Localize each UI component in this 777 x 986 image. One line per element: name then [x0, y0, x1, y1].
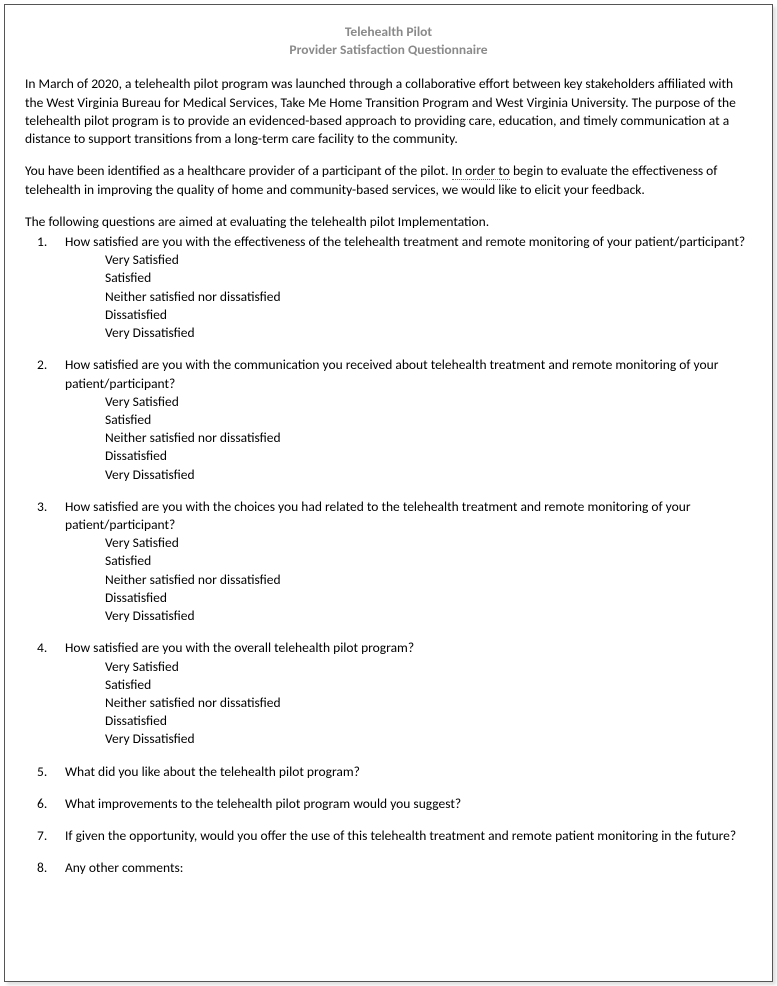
question-item: How satisfied are you with the effective…: [65, 233, 752, 342]
option-item: Neither satisfied nor dissatisfied: [105, 571, 752, 589]
document-page: Telehealth Pilot Provider Satisfaction Q…: [4, 4, 773, 982]
header-subtitle: Provider Satisfaction Questionnaire: [25, 41, 752, 59]
question-item: How satisfied are you with the communica…: [65, 356, 752, 484]
option-item: Very Dissatisfied: [105, 607, 752, 625]
option-item: Satisfied: [105, 676, 752, 694]
option-item: Neither satisfied nor dissatisfied: [105, 288, 752, 306]
p2-part-b-underlined: In order to: [452, 162, 510, 180]
question-text: Any other comments:: [65, 859, 752, 877]
question-item: What did you like about the telehealth p…: [65, 763, 752, 781]
question-item: If given the opportunity, would you offe…: [65, 827, 752, 845]
option-item: Very Dissatisfied: [105, 730, 752, 748]
header-title: Telehealth Pilot: [25, 23, 752, 41]
option-item: Satisfied: [105, 411, 752, 429]
question-item: How satisfied are you with the overall t…: [65, 639, 752, 748]
option-item: Dissatisfied: [105, 447, 752, 465]
question-text: How satisfied are you with the overall t…: [65, 639, 752, 657]
p2-part-a: You have been identified as a healthcare…: [25, 162, 452, 179]
option-item: Very Satisfied: [105, 658, 752, 676]
option-item: Very Satisfied: [105, 251, 752, 269]
questions-intro: The following questions are aimed at eva…: [25, 213, 752, 231]
question-item: How satisfied are you with the choices y…: [65, 498, 752, 626]
question-options: Very SatisfiedSatisfiedNeither satisfied…: [105, 534, 752, 625]
option-item: Very Dissatisfied: [105, 466, 752, 484]
option-item: Dissatisfied: [105, 712, 752, 730]
question-text: How satisfied are you with the communica…: [65, 356, 752, 392]
option-item: Dissatisfied: [105, 306, 752, 324]
option-item: Very Satisfied: [105, 534, 752, 552]
question-item: What improvements to the telehealth pilo…: [65, 795, 752, 813]
option-item: Satisfied: [105, 269, 752, 287]
option-item: Satisfied: [105, 552, 752, 570]
document-header: Telehealth Pilot Provider Satisfaction Q…: [25, 23, 752, 59]
question-options: Very SatisfiedSatisfiedNeither satisfied…: [105, 251, 752, 342]
intro-paragraph-2: You have been identified as a healthcare…: [25, 162, 752, 198]
question-text: How satisfied are you with the effective…: [65, 233, 752, 251]
question-options: Very SatisfiedSatisfiedNeither satisfied…: [105, 393, 752, 484]
question-text: How satisfied are you with the choices y…: [65, 498, 752, 534]
option-item: Very Satisfied: [105, 393, 752, 411]
option-item: Neither satisfied nor dissatisfied: [105, 694, 752, 712]
intro-paragraph-1: In March of 2020, a telehealth pilot pro…: [25, 75, 752, 148]
option-item: Dissatisfied: [105, 589, 752, 607]
option-item: Very Dissatisfied: [105, 324, 752, 342]
question-text: What improvements to the telehealth pilo…: [65, 795, 752, 813]
question-text: If given the opportunity, would you offe…: [65, 827, 752, 845]
option-item: Neither satisfied nor dissatisfied: [105, 429, 752, 447]
question-text: What did you like about the telehealth p…: [65, 763, 752, 781]
questions-list: How satisfied are you with the effective…: [65, 233, 752, 878]
question-options: Very SatisfiedSatisfiedNeither satisfied…: [105, 658, 752, 749]
question-item: Any other comments:: [65, 859, 752, 877]
